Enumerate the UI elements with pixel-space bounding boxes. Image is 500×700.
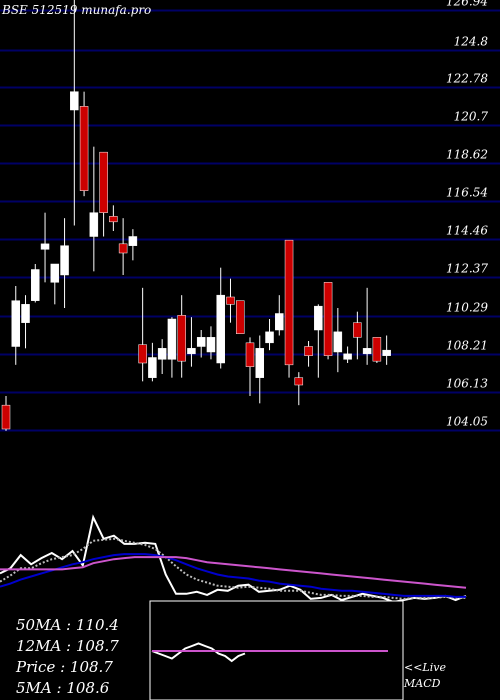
y-tick-label: 120.7 (454, 110, 489, 124)
candle-body (284, 239, 294, 366)
candle-body (50, 263, 60, 283)
candle-body (372, 337, 382, 362)
info-box: 50MA : 110.4 12MA : 108.7 Price : 108.7 … (15, 616, 119, 697)
candle-body (226, 296, 235, 305)
candle-body (216, 294, 225, 364)
candle-body (60, 245, 69, 276)
candle-body (70, 91, 79, 111)
y-tick-label: 112.37 (446, 262, 488, 276)
price-label: Price : 108.7 (15, 658, 113, 676)
y-tick-label: 124.8 (454, 35, 489, 49)
candle-body (177, 315, 186, 362)
ma-line (0, 553, 466, 598)
candle-body (157, 348, 167, 360)
candle-body (21, 304, 30, 323)
candle-body (118, 243, 128, 254)
candle-body (167, 318, 177, 360)
candle-body (206, 337, 216, 353)
candle-body (109, 216, 118, 223)
y-tick-label: 106.13 (446, 377, 488, 391)
ma-line (0, 514, 467, 604)
macd-live-label: <<Live (404, 661, 446, 674)
candle-body (304, 346, 313, 356)
macd-series (151, 642, 388, 663)
candle-body (196, 337, 206, 347)
y-tick-label: 118.62 (446, 148, 488, 162)
candle-body (353, 322, 362, 338)
candle-body (128, 236, 138, 246)
candle-body (1, 404, 11, 430)
candle-body (362, 348, 372, 355)
candle-body (99, 151, 108, 213)
macd-title: MACD (403, 677, 441, 690)
y-tick-label: 126.94 (446, 0, 488, 9)
candle-body (323, 282, 333, 356)
macd-line (151, 642, 246, 663)
candlestick-series (1, 0, 391, 431)
candle-body (343, 353, 352, 360)
y-tick-label: 104.05 (446, 415, 488, 429)
candle-body (382, 349, 391, 356)
candle-body (187, 348, 196, 355)
candle-body (314, 305, 323, 331)
watermark: BSE 512519 munafa.pro (1, 3, 151, 17)
y-tick-label: 122.78 (446, 72, 488, 86)
candle-body (79, 106, 89, 191)
moving-average-panel (0, 514, 467, 604)
candle-body (138, 344, 147, 364)
ma12-label: 12MA : 108.7 (16, 637, 119, 655)
candle-body (40, 243, 50, 250)
ma-line (0, 556, 467, 589)
candle-body (148, 357, 157, 378)
candle-body (294, 377, 304, 386)
candle-body (31, 269, 40, 301)
candle-body (245, 342, 255, 367)
ma50-label: 50MA : 110.4 (16, 616, 119, 634)
macd-panel (149, 600, 404, 700)
y-tick-label: 108.21 (446, 339, 488, 353)
ma-line (0, 537, 466, 600)
candle-body (275, 313, 284, 331)
y-tick-label: 116.54 (446, 186, 488, 200)
y-tick-label: 114.46 (446, 224, 488, 238)
candle-body (235, 300, 245, 334)
candle-body (333, 331, 343, 353)
candle-body (89, 212, 99, 237)
candle-body (11, 300, 21, 347)
ma5-label: 5MA : 108.6 (16, 679, 110, 697)
y-tick-label: 110.29 (446, 301, 488, 315)
candle-body (265, 331, 274, 344)
candle-body (255, 348, 265, 378)
